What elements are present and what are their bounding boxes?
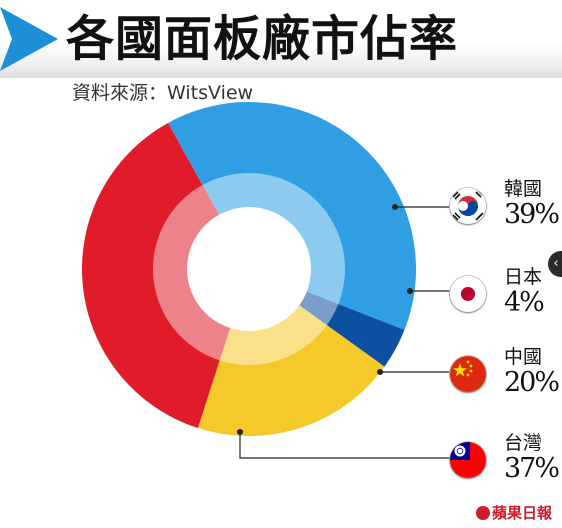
chevron-left-icon[interactable]: ‹ xyxy=(548,251,562,277)
china-flag-icon xyxy=(450,356,486,392)
leader-line-taiwan-dot xyxy=(237,429,243,435)
donut-slice-korea xyxy=(168,101,417,330)
apple-logo-icon xyxy=(475,506,490,520)
japan-flag-icon xyxy=(450,276,486,312)
legend-country: 韓國 xyxy=(504,178,543,200)
leader-line-korea-dot xyxy=(392,204,398,210)
leader-line-japan-dot xyxy=(407,288,413,294)
legend-percent: 39% xyxy=(504,199,560,230)
page-title: 各國面板廠市佔率 xyxy=(66,11,459,67)
legend-country: 台灣 xyxy=(504,432,543,454)
publisher-logo: 蘋果日報 xyxy=(475,502,552,524)
arrow-icon xyxy=(0,7,58,71)
korea-flag-icon xyxy=(450,188,486,224)
leader-line-china-dot xyxy=(377,369,383,375)
legend-percent: 20% xyxy=(504,367,560,398)
legend-country: 日本 xyxy=(504,266,543,288)
publisher-name: 蘋果日報 xyxy=(491,504,552,522)
header-band xyxy=(0,0,562,78)
legend-percent: 37% xyxy=(504,453,560,484)
taiwan-flag-icon xyxy=(450,442,486,478)
legend-percent: 4% xyxy=(504,287,545,318)
leader-line-taiwan xyxy=(239,432,455,459)
donut-slice-taiwan xyxy=(81,122,249,429)
legend-country: 中國 xyxy=(504,346,543,368)
donut-hole xyxy=(187,207,311,331)
source-note: 資料來源：WitsView xyxy=(72,82,254,104)
